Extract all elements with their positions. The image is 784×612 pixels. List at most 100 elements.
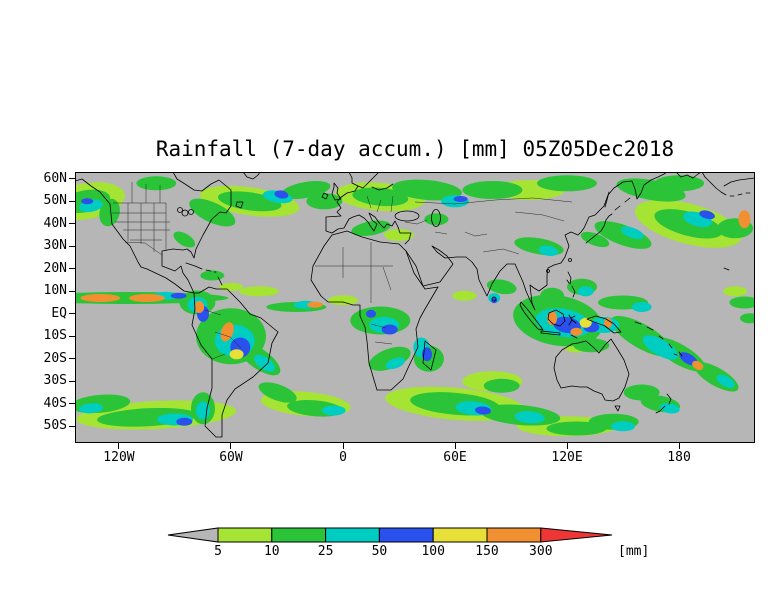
rain-region: [136, 176, 177, 191]
rain-region: [219, 282, 243, 291]
lon-tick-120E: [566, 443, 568, 449]
lat-tick-60N: [69, 178, 75, 180]
lat-label-60N: 60N: [43, 170, 67, 186]
rain-region: [381, 324, 398, 335]
lat-label-40S: 40S: [43, 395, 67, 411]
rain-region: [229, 349, 244, 360]
rain-region: [352, 187, 409, 207]
rain-region: [654, 175, 705, 192]
rain-region: [483, 378, 520, 393]
colorbar-tick-label-50: 50: [372, 544, 388, 559]
lon-label-120W: 120W: [103, 450, 135, 465]
rain-region: [631, 302, 652, 312]
rain-region: [475, 406, 491, 415]
plot-title: Rainfall (7-day accum.) [mm] 05Z05Dec201…: [155, 137, 675, 161]
colorbar-right-arrow: [540, 527, 613, 543]
colorbar: 5 10 25 50 100 150 300 [mm]: [167, 527, 649, 559]
colorbar-segment-2: [271, 527, 327, 543]
rain-region: [366, 309, 376, 318]
rain-region: [220, 322, 234, 342]
rain-region: [129, 294, 165, 302]
rain-region: [424, 213, 449, 226]
rain-region: [462, 181, 523, 199]
map-area: [75, 172, 755, 443]
lat-label-50S: 50S: [43, 418, 67, 434]
colorbar-segment-3: [325, 527, 380, 543]
lon-label-60E: 60E: [443, 450, 467, 465]
rain-region: [306, 193, 343, 210]
colorbar-tick-label-150: 150: [475, 544, 498, 559]
lat-label-40N: 40N: [43, 215, 67, 231]
rain-region: [740, 313, 755, 324]
lat-label-30N: 30N: [43, 238, 67, 254]
lat-label-10S: 10S: [43, 328, 67, 344]
rain-region: [716, 374, 735, 388]
rain-region: [579, 317, 592, 328]
colorbar-segment-4: [378, 527, 434, 543]
rain-region: [200, 270, 225, 281]
rain-region: [654, 209, 723, 239]
rain-region: [514, 411, 545, 424]
lon-label-60W: 60W: [219, 450, 243, 465]
rain-region: [173, 231, 196, 248]
country-borders: [112, 182, 573, 360]
lon-tick-120W: [118, 443, 120, 449]
lat-tick-20N: [69, 268, 75, 270]
rain-region: [570, 327, 583, 336]
colorbar-tick-label-5: 5: [214, 544, 222, 559]
rain-region: [194, 301, 205, 313]
colorbar-tick-label-300: 300: [529, 544, 552, 559]
rain-region: [452, 290, 477, 301]
colorbar-tick-label-100: 100: [421, 544, 444, 559]
rain-region: [80, 294, 121, 302]
rain-region: [611, 421, 635, 432]
colorbar-tick-label-25: 25: [318, 544, 334, 559]
world-map: [75, 172, 755, 443]
lon-tick-0: [342, 443, 344, 449]
coastlines: [75, 172, 755, 438]
lon-label-0: 0: [339, 450, 347, 465]
rain-region: [738, 210, 751, 229]
colorbar-segment-1: [217, 527, 273, 543]
rain-region: [385, 357, 405, 370]
rain-region: [604, 317, 613, 328]
rain-region: [699, 210, 715, 220]
lat-label-30S: 30S: [43, 373, 67, 389]
rain-region: [538, 245, 559, 257]
rain-region: [189, 198, 236, 227]
rain-region: [307, 301, 323, 308]
colorbar-unit-label: [mm]: [618, 544, 649, 559]
rain-region: [170, 292, 187, 299]
rain-region: [328, 295, 358, 306]
rain-region: [453, 196, 468, 202]
lon-label-120E: 120E: [551, 450, 583, 465]
rain-region: [580, 231, 610, 248]
rain-region: [723, 286, 748, 297]
rain-region: [692, 360, 704, 371]
lat-label-20N: 20N: [43, 260, 67, 276]
rain-region: [537, 175, 597, 192]
rain-region: [547, 311, 558, 326]
lat-tick-30N: [69, 245, 75, 247]
lat-tick-20S: [69, 358, 75, 360]
rain-region: [392, 179, 462, 201]
rain-region: [620, 226, 644, 240]
lat-tick-40N: [69, 223, 75, 225]
lon-tick-60E: [454, 443, 456, 449]
lon-tick-60W: [230, 443, 232, 449]
lat-tick-50S: [69, 425, 75, 427]
rain-region: [540, 287, 565, 304]
lat-label-50N: 50N: [43, 193, 67, 209]
lat-label-EQ: EQ: [51, 305, 67, 321]
rain-region: [176, 417, 193, 426]
lat-tick-EQ: [69, 313, 75, 315]
lon-label-180: 180: [667, 450, 691, 465]
colorbar-tick-label-10: 10: [264, 544, 280, 559]
colorbar-segment-5: [432, 527, 488, 543]
lat-label-20S: 20S: [43, 350, 67, 366]
rain-region: [274, 190, 289, 199]
lat-label-10N: 10N: [43, 283, 67, 299]
lat-tick-50N: [69, 200, 75, 202]
rain-region: [99, 198, 120, 227]
